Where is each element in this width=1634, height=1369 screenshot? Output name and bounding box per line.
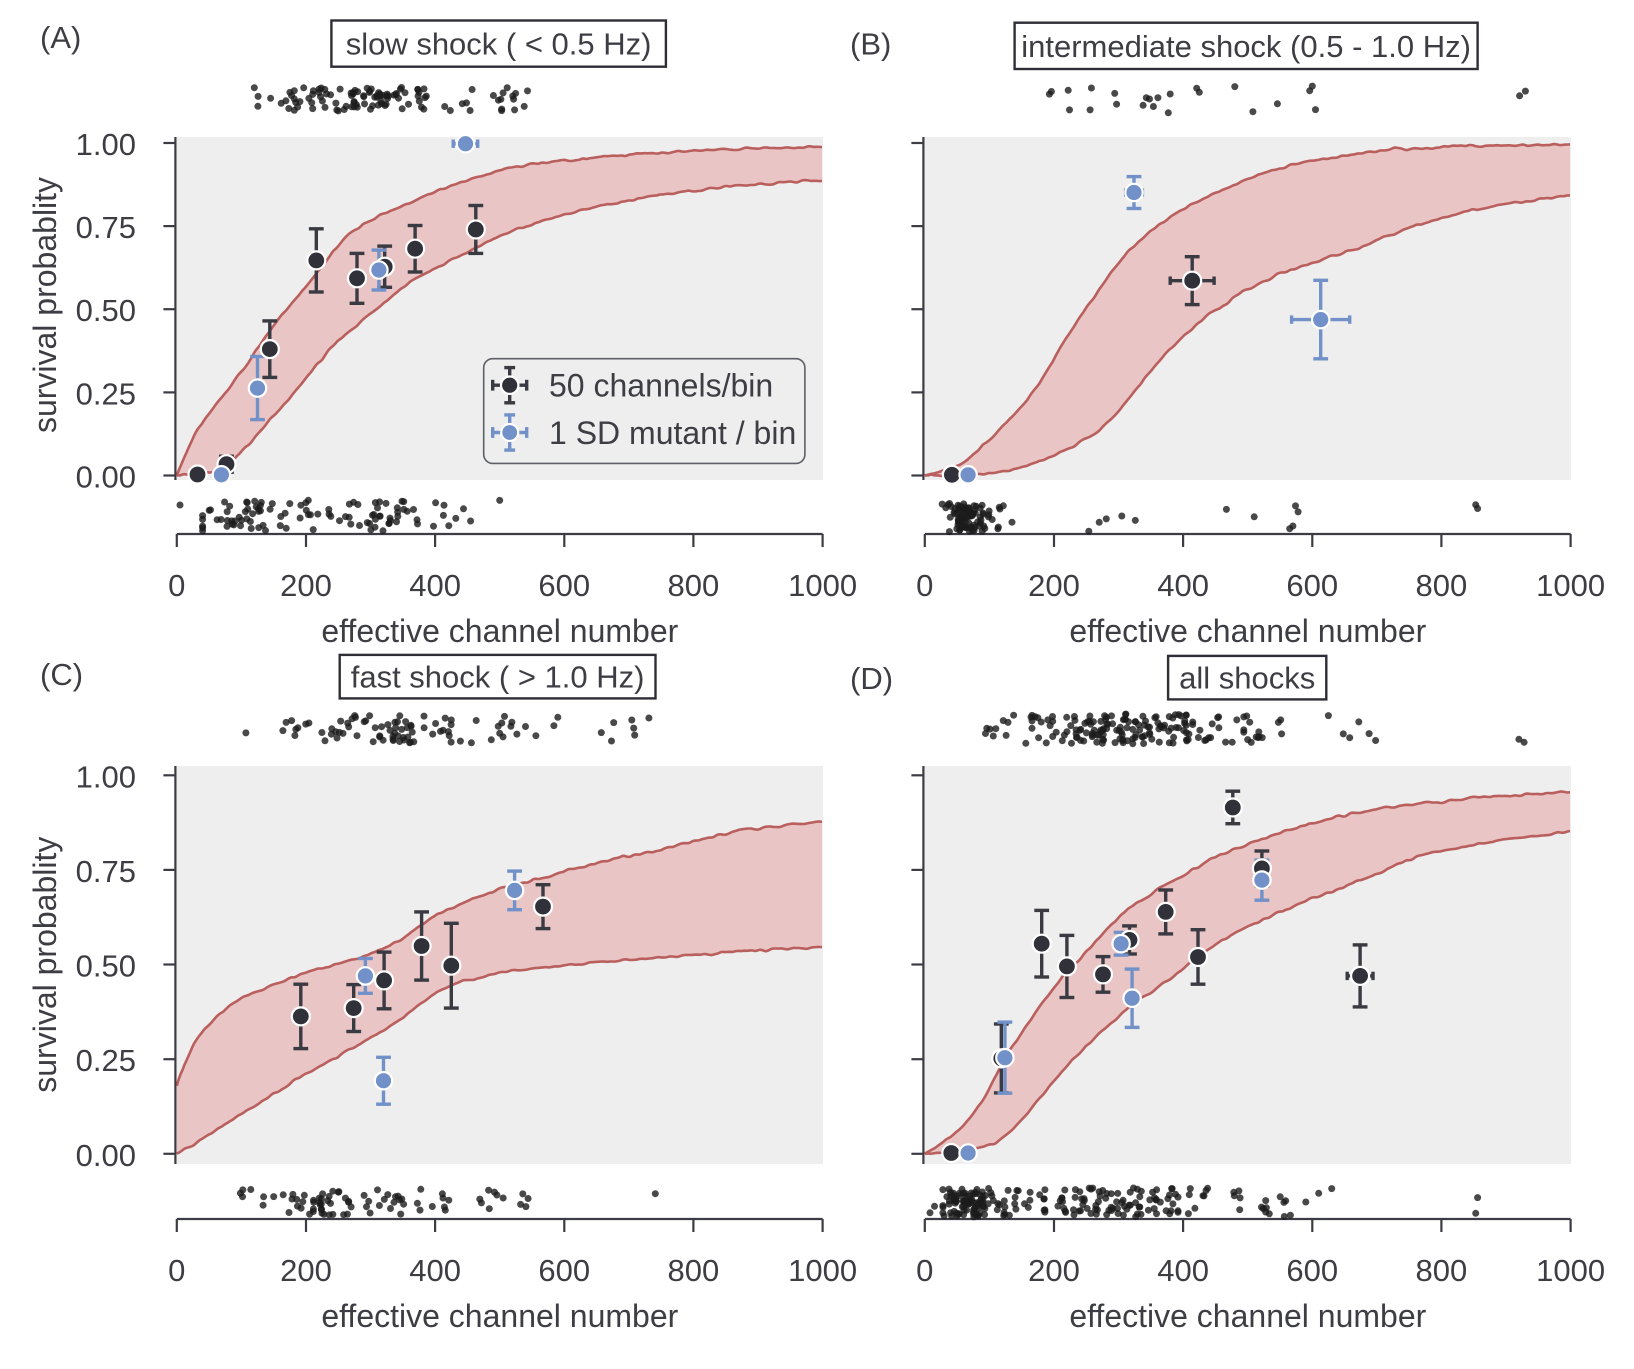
svg-text:(A): (A)	[40, 20, 81, 55]
svg-text:600: 600	[538, 1253, 590, 1288]
svg-text:all shocks: all shocks	[1179, 661, 1315, 696]
svg-text:effective channel number: effective channel number	[321, 1298, 678, 1334]
svg-text:0.25: 0.25	[76, 376, 136, 411]
svg-text:400: 400	[1157, 568, 1209, 603]
svg-text:effective channel number: effective channel number	[1069, 1298, 1426, 1334]
svg-text:200: 200	[280, 568, 332, 603]
svg-text:200: 200	[280, 1253, 332, 1288]
svg-text:800: 800	[668, 568, 720, 603]
svg-text:0: 0	[916, 568, 933, 603]
svg-text:50 channels/bin: 50 channels/bin	[549, 368, 773, 404]
svg-text:0.00: 0.00	[76, 1138, 136, 1173]
svg-text:fast shock ( > 1.0 Hz): fast shock ( > 1.0 Hz)	[351, 660, 645, 695]
svg-text:1000: 1000	[1536, 568, 1605, 603]
svg-text:0.75: 0.75	[76, 210, 136, 245]
svg-text:1000: 1000	[788, 1253, 857, 1288]
svg-text:600: 600	[1286, 568, 1338, 603]
svg-text:0: 0	[916, 1253, 933, 1288]
svg-text:0: 0	[168, 1253, 185, 1288]
svg-text:effective channel number: effective channel number	[321, 613, 678, 649]
svg-text:(D): (D)	[850, 661, 893, 696]
svg-text:(B): (B)	[850, 27, 891, 62]
svg-text:400: 400	[409, 1253, 461, 1288]
svg-text:effective channel number: effective channel number	[1069, 613, 1426, 649]
svg-text:1.00: 1.00	[76, 759, 136, 794]
svg-text:1000: 1000	[788, 568, 857, 603]
svg-text:intermediate shock (0.5 - 1.0: intermediate shock (0.5 - 1.0 Hz)	[1021, 29, 1471, 64]
svg-text:600: 600	[538, 568, 590, 603]
svg-text:400: 400	[409, 568, 461, 603]
svg-text:0.50: 0.50	[76, 949, 136, 984]
svg-text:400: 400	[1157, 1253, 1209, 1288]
svg-text:1000: 1000	[1536, 1253, 1605, 1288]
svg-text:0.00: 0.00	[76, 460, 136, 495]
svg-text:800: 800	[668, 1253, 720, 1288]
svg-text:600: 600	[1286, 1253, 1338, 1288]
svg-text:survival probablity: survival probablity	[27, 837, 63, 1093]
svg-text:survival probablity: survival probablity	[27, 177, 63, 433]
svg-text:0.50: 0.50	[76, 293, 136, 328]
svg-text:800: 800	[1416, 568, 1468, 603]
svg-text:0.75: 0.75	[76, 854, 136, 889]
svg-text:1.00: 1.00	[76, 127, 136, 162]
svg-text:1 SD mutant / bin: 1 SD mutant / bin	[549, 415, 796, 451]
svg-text:800: 800	[1416, 1253, 1468, 1288]
svg-text:200: 200	[1028, 568, 1080, 603]
svg-text:slow shock ( < 0.5 Hz): slow shock ( < 0.5 Hz)	[346, 27, 652, 62]
svg-text:200: 200	[1028, 1253, 1080, 1288]
svg-text:0: 0	[168, 568, 185, 603]
svg-text:(C): (C)	[40, 657, 83, 692]
svg-text:0.25: 0.25	[76, 1043, 136, 1078]
